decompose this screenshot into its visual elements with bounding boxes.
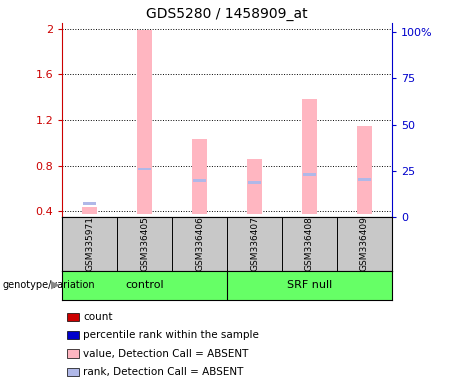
- Bar: [248, 182, 261, 184]
- Bar: [193, 179, 206, 182]
- Text: SRF null: SRF null: [287, 280, 332, 290]
- Text: percentile rank within the sample: percentile rank within the sample: [83, 330, 259, 340]
- Bar: [82, 207, 97, 214]
- Text: GSM336408: GSM336408: [305, 217, 314, 271]
- Text: GSM336409: GSM336409: [360, 217, 369, 271]
- Text: GSM336407: GSM336407: [250, 217, 259, 271]
- Bar: [357, 126, 372, 214]
- Bar: [137, 30, 152, 214]
- Text: rank, Detection Call = ABSENT: rank, Detection Call = ABSENT: [83, 367, 243, 377]
- Title: GDS5280 / 1458909_at: GDS5280 / 1458909_at: [146, 7, 308, 21]
- Text: GSM336405: GSM336405: [140, 217, 149, 271]
- Text: count: count: [83, 312, 112, 322]
- Text: genotype/variation: genotype/variation: [2, 280, 95, 290]
- Text: ▶: ▶: [52, 280, 60, 290]
- Bar: [192, 139, 207, 214]
- Bar: [138, 168, 151, 170]
- Bar: [247, 159, 262, 214]
- Text: control: control: [125, 280, 164, 290]
- Bar: [302, 99, 317, 214]
- Text: GSM335971: GSM335971: [85, 216, 94, 271]
- Text: value, Detection Call = ABSENT: value, Detection Call = ABSENT: [83, 349, 248, 359]
- Text: GSM336406: GSM336406: [195, 217, 204, 271]
- Bar: [303, 174, 316, 176]
- Bar: [83, 202, 96, 205]
- Bar: [358, 178, 371, 180]
